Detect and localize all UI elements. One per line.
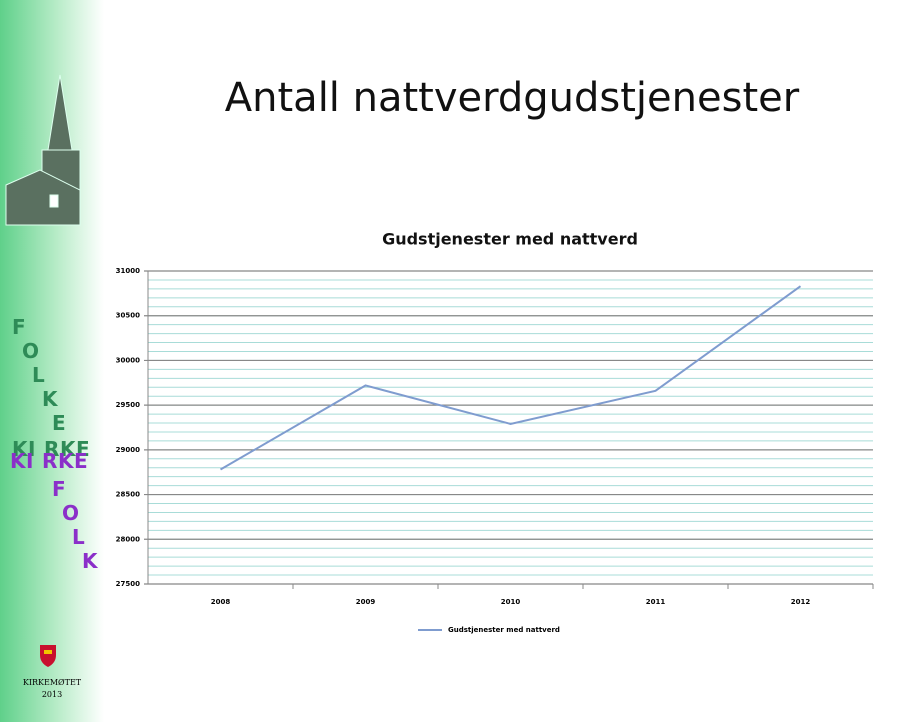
- x-tick-label: 2012: [791, 598, 811, 606]
- sidebar: [0, 0, 104, 722]
- chart: KIRKEMØTET 2013 Antall nattverdgudstjene…: [0, 0, 901, 722]
- x-tick-label: 2011: [646, 598, 666, 606]
- chart-title: Gudstjenester med nattverd: [382, 230, 638, 249]
- y-tick-label: 27500: [116, 580, 140, 588]
- legend-label: Gudstjenester med nattverd: [448, 626, 560, 634]
- y-tick-label: 31000: [116, 267, 140, 275]
- y-tick-label: 28500: [116, 491, 140, 499]
- y-tick-label: 29000: [116, 446, 140, 454]
- x-tick-label: 2008: [211, 598, 231, 606]
- x-tick-label: 2010: [501, 598, 521, 606]
- y-tick-label: 30000: [116, 356, 140, 364]
- footer-text: 2013: [42, 690, 62, 699]
- slide: KIRKEMØTET 2013 Antall nattverdgudstjene…: [0, 0, 901, 722]
- footer-text: KIRKEMØTET: [23, 678, 82, 687]
- y-tick-label: 28000: [116, 535, 140, 543]
- x-tick-label: 2009: [356, 598, 376, 606]
- y-tick-label: 29500: [116, 401, 140, 409]
- y-tick-label: 30500: [116, 312, 140, 320]
- slide-title: Antall nattverdgudstjenester: [225, 75, 800, 121]
